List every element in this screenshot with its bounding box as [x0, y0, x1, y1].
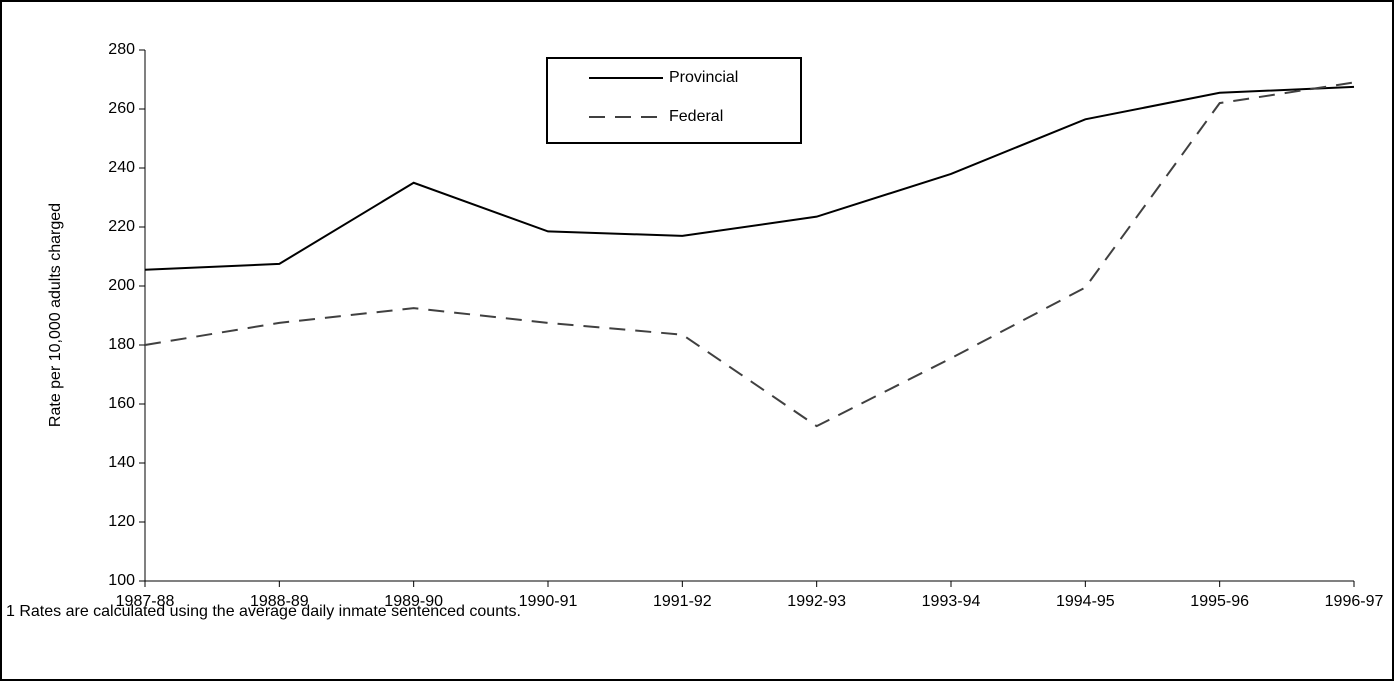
x-tick-label: 1990-91 — [519, 593, 578, 610]
y-tick-label: 100 — [108, 572, 135, 589]
x-tick-label: 1995-96 — [1190, 593, 1249, 610]
x-tick-label: 1991-92 — [653, 593, 712, 610]
legend-label: Federal — [669, 108, 723, 125]
y-axis-label: Rate per 10,000 adults charged — [47, 203, 64, 427]
y-tick-label: 280 — [108, 41, 135, 58]
y-tick-label: 180 — [108, 336, 135, 353]
y-tick-label: 240 — [108, 159, 135, 176]
y-tick-label: 220 — [108, 218, 135, 235]
series-line — [144, 81, 1355, 428]
x-tick-label: 1987-88 — [116, 593, 175, 610]
x-tick-label: 1988-89 — [250, 593, 309, 610]
x-tick-label: 1989-90 — [384, 593, 443, 610]
footnote: 1 Rates are calculated using the average… — [6, 603, 521, 620]
y-tick-label: 140 — [108, 454, 135, 471]
legend-box — [546, 57, 802, 144]
y-tick-label: 160 — [108, 395, 135, 412]
x-tick-label: 1992-93 — [787, 593, 846, 610]
y-tick-label: 260 — [108, 100, 135, 117]
legend-label: Provincial — [669, 69, 738, 86]
x-tick-label: 1993-94 — [922, 593, 981, 610]
y-tick-label: 120 — [108, 513, 135, 530]
x-tick-label: 1996-97 — [1325, 593, 1384, 610]
series-line — [144, 85, 1355, 271]
y-tick-label: 200 — [108, 277, 135, 294]
x-tick-label: 1994-95 — [1056, 593, 1115, 610]
